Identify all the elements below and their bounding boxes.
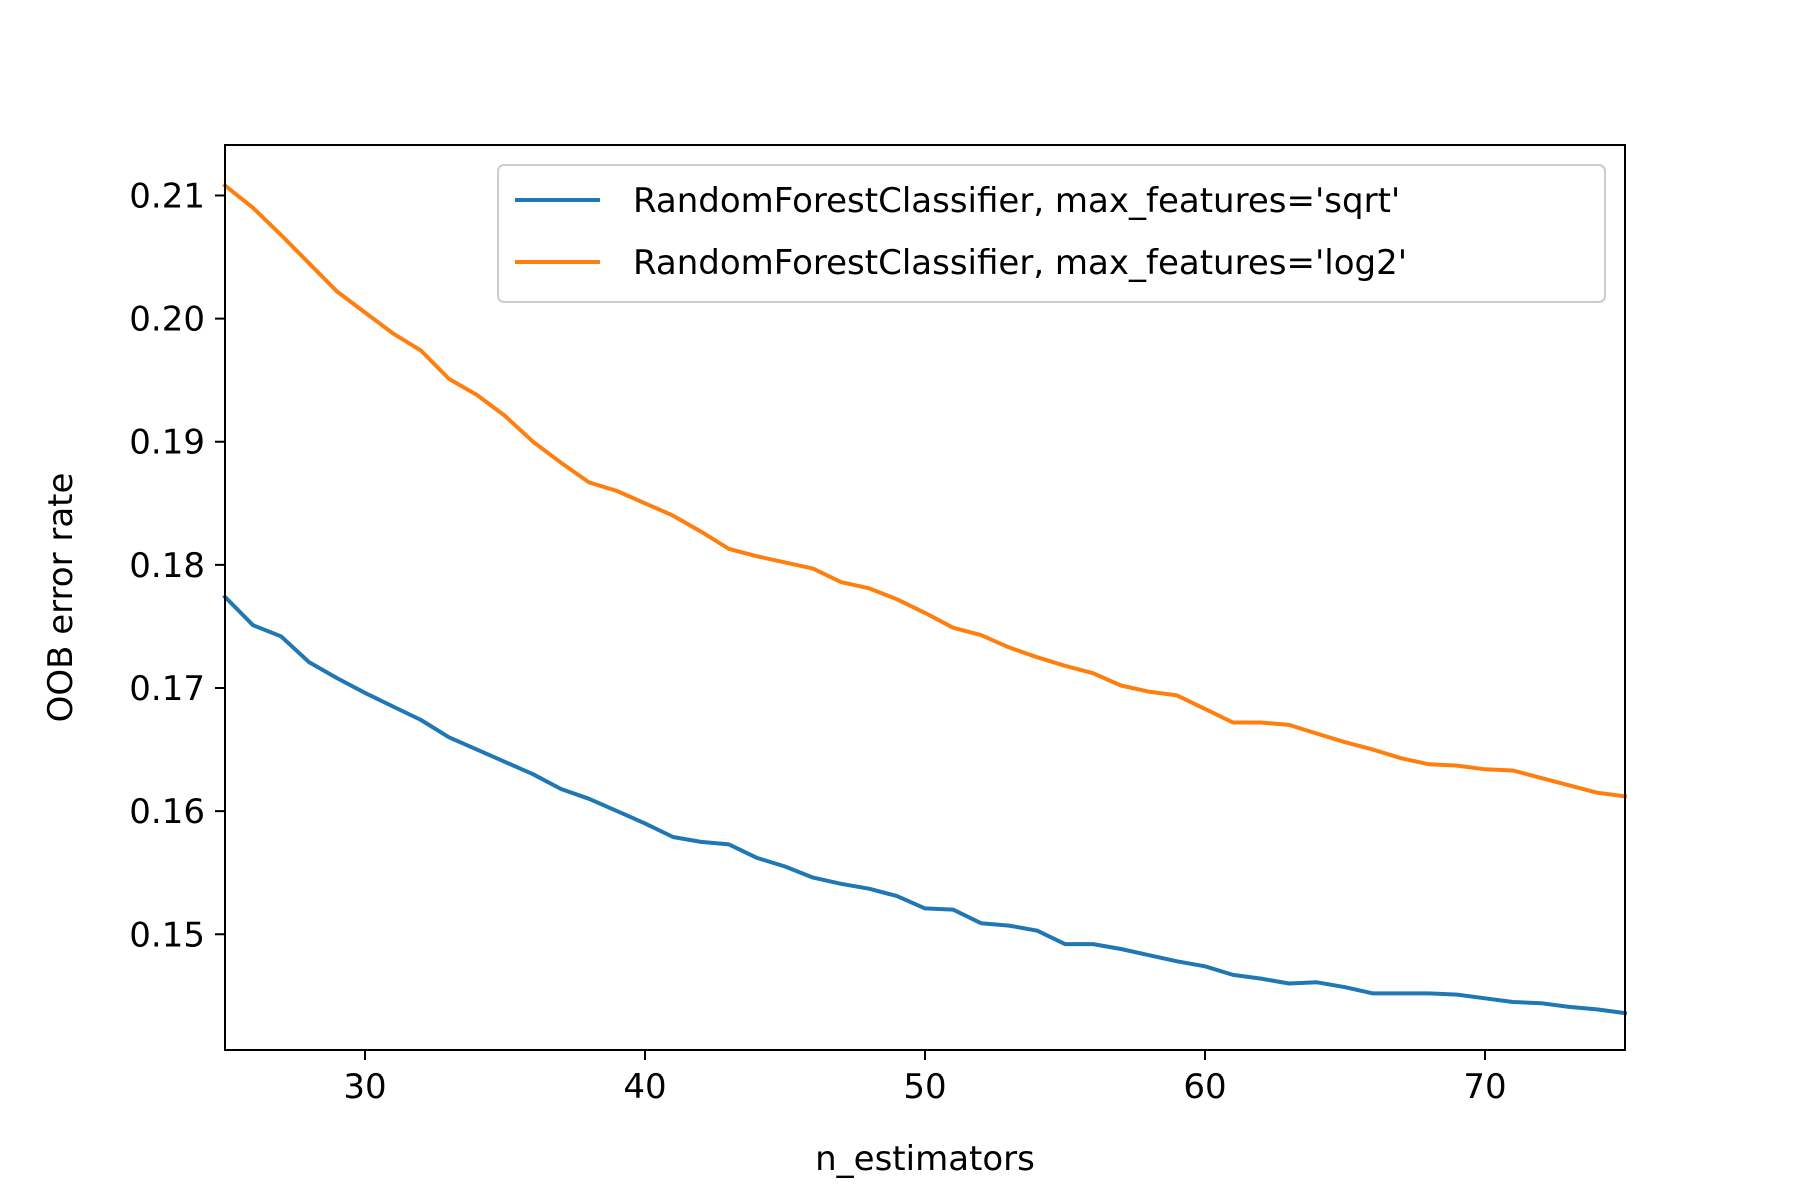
y-tick-label: 0.17 bbox=[129, 669, 205, 709]
y-tick-label: 0.15 bbox=[129, 915, 205, 955]
series-line-1 bbox=[222, 182, 1628, 799]
x-tick-label: 70 bbox=[1463, 1067, 1506, 1107]
x-tick-label: 30 bbox=[343, 1067, 386, 1107]
legend-label-sqrt: RandomForestClassifier, max_features='sq… bbox=[633, 181, 1400, 221]
x-axis: 30 40 50 60 70 bbox=[343, 1050, 1507, 1107]
x-tick-label: 50 bbox=[903, 1067, 946, 1107]
y-tick-label: 0.18 bbox=[129, 546, 205, 586]
y-tick-label: 0.21 bbox=[129, 176, 205, 216]
legend-label-log2: RandomForestClassifier, max_features='lo… bbox=[633, 243, 1407, 283]
x-tick-label: 40 bbox=[623, 1067, 666, 1107]
x-tick-label: 60 bbox=[1183, 1067, 1226, 1107]
series-line-0 bbox=[222, 594, 1628, 1016]
x-axis-label: n_estimators bbox=[815, 1139, 1035, 1179]
y-axis-label: OOB error rate bbox=[41, 473, 81, 723]
y-tick-label: 0.19 bbox=[129, 423, 205, 463]
y-axis: 0.15 0.16 0.17 0.18 0.19 0.20 0.21 bbox=[129, 176, 225, 955]
series-layer bbox=[222, 182, 1628, 1016]
y-tick-label: 0.20 bbox=[129, 300, 205, 340]
legend: RandomForestClassifier, max_features='sq… bbox=[497, 164, 1606, 303]
y-tick-label: 0.16 bbox=[129, 792, 205, 832]
legend-box bbox=[497, 164, 1606, 303]
